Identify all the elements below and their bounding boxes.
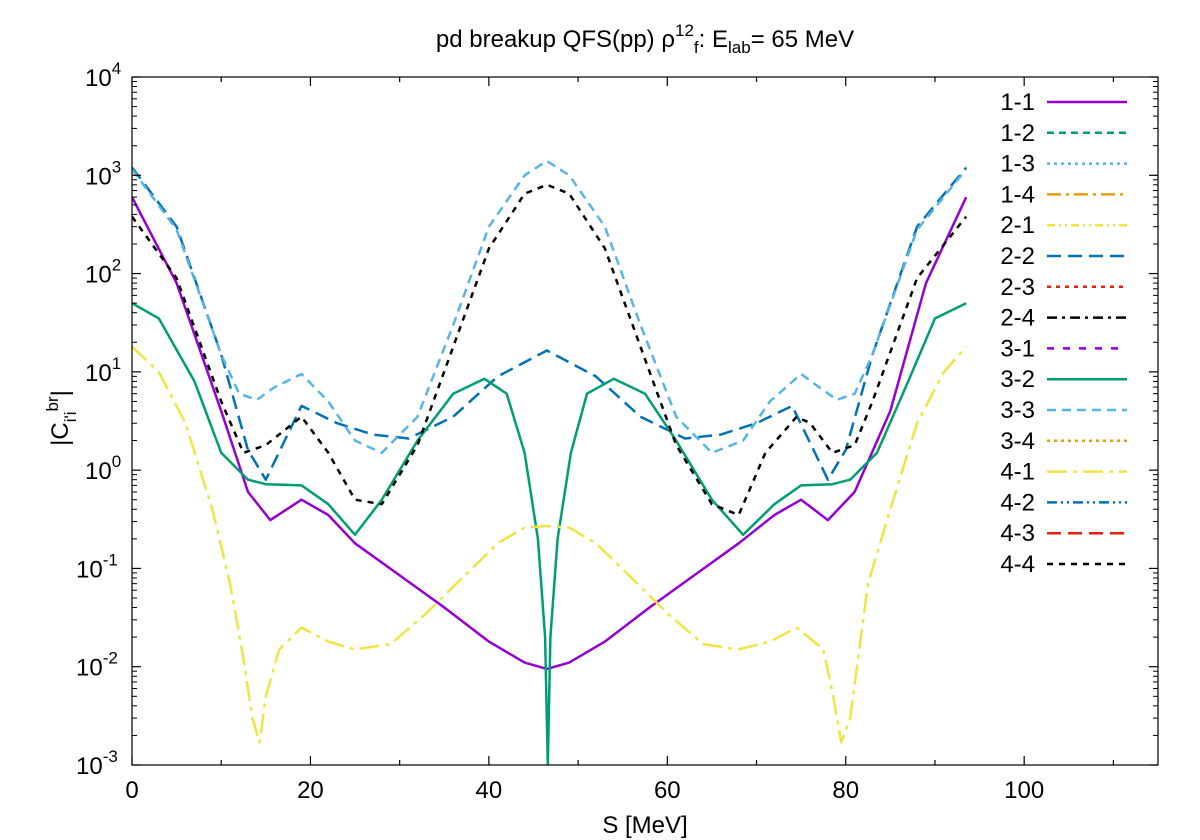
y-tick-label: 101 xyxy=(85,354,121,387)
axes-layer: 0 20 40 60 80 100 104 103 102 101 100 10-1 10-2 10-3 xyxy=(76,59,1159,804)
legend-label: 2-1 xyxy=(1000,212,1035,239)
legend-entry-4-2: 4-2 xyxy=(1000,489,1127,516)
legend-label: 4-2 xyxy=(1000,489,1035,516)
legend-entry-3-1: 3-1 xyxy=(1000,335,1127,362)
x-tick-label: 80 xyxy=(832,777,859,804)
legend-label: 1-3 xyxy=(1000,151,1035,178)
legend-label: 2-3 xyxy=(1000,274,1035,301)
x-tick-label: 100 xyxy=(1004,777,1044,804)
chart-title: pd breakup QFS(pp) ρ12f: Elab= 65 MeV xyxy=(436,21,854,57)
y-tick-label: 10-1 xyxy=(76,550,118,583)
legend-entry-1-2: 1-2 xyxy=(1000,120,1127,147)
y-tick-label: 102 xyxy=(85,256,121,289)
legend-entry-2-2: 2-2 xyxy=(1000,243,1127,270)
legend-entry-2-3: 2-3 xyxy=(1000,274,1127,301)
legend-entry-1-1: 1-1 xyxy=(1000,89,1127,116)
legend-entry-4-4: 4-4 xyxy=(1000,551,1127,578)
series-line-4-4 xyxy=(132,183,968,517)
legend-label: 3-3 xyxy=(1000,397,1035,424)
series-layer xyxy=(132,159,968,765)
legend-label: 1-4 xyxy=(1000,181,1035,208)
x-tick-label: 40 xyxy=(476,777,503,804)
plot-frame xyxy=(131,76,1159,766)
legend-entry-1-4: 1-4 xyxy=(1000,181,1127,208)
series-line-4-1 xyxy=(132,345,968,744)
legend-label: 3-1 xyxy=(1000,335,1035,362)
y-tick-label: 10-2 xyxy=(76,649,118,682)
legend-entry-3-2: 3-2 xyxy=(1000,366,1127,393)
y-tick-label: 104 xyxy=(85,59,121,92)
legend: 1-1 1-2 1-3 1-4 2-1 2-2 2-3 2-4 3-1 3-2 3-3 3-4 4-1 4… xyxy=(1000,89,1127,578)
series-line-3-2 xyxy=(132,302,967,765)
series-line-3-3 xyxy=(132,159,968,455)
legend-label: 2-4 xyxy=(1000,305,1035,332)
svg-text:|Ci'ibr|: |Ci'ibr| xyxy=(43,390,80,446)
legend-label: 4-3 xyxy=(1000,520,1035,547)
x-axis-title: S [MeV] xyxy=(602,812,687,839)
y-tick-label: 100 xyxy=(85,452,121,485)
x-tick-label: 60 xyxy=(654,777,681,804)
x-tick-label: 20 xyxy=(297,777,324,804)
legend-entry-3-3: 3-3 xyxy=(1000,397,1127,424)
legend-entry-1-3: 1-3 xyxy=(1000,151,1127,178)
y-axis-title: |Ci'ibr| xyxy=(43,390,80,446)
legend-label: 4-4 xyxy=(1000,551,1035,578)
x-tick-label: 0 xyxy=(125,777,138,804)
legend-label: 2-2 xyxy=(1000,243,1035,270)
legend-entry-2-4: 2-4 xyxy=(1000,305,1127,332)
legend-label: 3-2 xyxy=(1000,366,1035,393)
legend-label: 4-1 xyxy=(1000,459,1035,486)
legend-entry-4-3: 4-3 xyxy=(1000,520,1127,547)
legend-entry-4-1: 4-1 xyxy=(1000,459,1127,486)
legend-label: 1-2 xyxy=(1000,120,1035,147)
series-line-1-1 xyxy=(132,196,968,671)
y-tick-label: 10-3 xyxy=(76,747,118,780)
legend-label: 1-1 xyxy=(1000,89,1035,116)
legend-label: 3-4 xyxy=(1000,428,1035,455)
legend-entry-3-4: 3-4 xyxy=(1000,428,1127,455)
series-line-2-2 xyxy=(132,166,968,481)
y-tick-label: 103 xyxy=(85,157,121,190)
legend-entry-2-1: 2-1 xyxy=(1000,212,1127,239)
